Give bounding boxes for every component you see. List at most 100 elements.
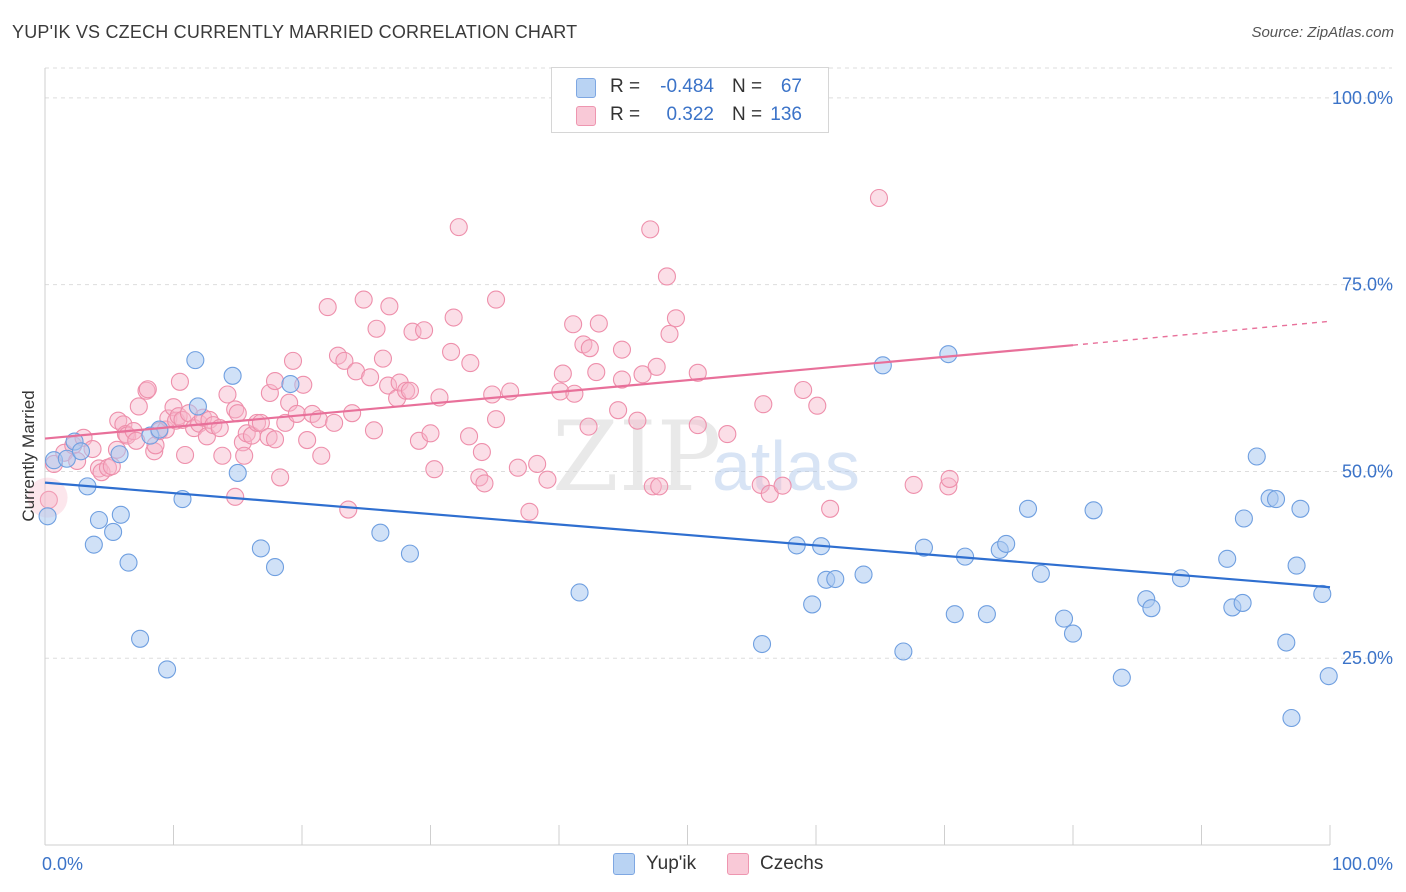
czech-point (754, 395, 773, 414)
czech-point (442, 342, 461, 361)
yupik-point (873, 356, 892, 375)
yupik-point (854, 565, 873, 584)
legend-n-value: 136 (770, 104, 802, 125)
yupik-point (1218, 549, 1237, 568)
yupik-point (1142, 599, 1161, 618)
czech-point (218, 385, 237, 404)
czech-point (486, 290, 506, 309)
czech-point (461, 354, 480, 373)
watermark: ZIP atlas (552, 401, 860, 513)
czech-point (580, 339, 599, 358)
yupik-point (158, 660, 177, 679)
czech-point (312, 446, 331, 465)
yupik-point (1063, 624, 1083, 643)
yupik-point (1084, 501, 1103, 520)
yupik-point (1054, 609, 1074, 628)
trend-lines (44, 320, 1331, 589)
chart-title: YUP'IK VS CZECH CURRENTLY MARRIED CORREL… (12, 22, 578, 42)
yupik-point (71, 442, 91, 461)
y-tick-label: 100.0% (1332, 88, 1393, 108)
czech-point (459, 427, 479, 446)
yupik-point (119, 553, 138, 572)
bottom-legend-label-czechs: Czechs (760, 853, 824, 874)
watermark-atlas: atlas (712, 427, 860, 505)
czech-point (400, 381, 419, 400)
czech-point (553, 364, 572, 383)
legend-r-value: 0.322 (666, 104, 714, 125)
legend-swatch-yupik (576, 78, 596, 98)
yupik-point (1291, 499, 1310, 518)
grid-lines (45, 67, 1392, 659)
czech-point (633, 365, 652, 384)
yupik-trend-line (44, 481, 1331, 589)
czech-point (528, 454, 547, 474)
czech-point (650, 477, 669, 496)
yupik-point (1234, 509, 1253, 528)
yupik-point (57, 449, 76, 468)
yupik-point (1319, 667, 1338, 686)
czech-point (138, 380, 157, 399)
czech-point (260, 383, 279, 403)
yupik-point (111, 505, 130, 524)
czech-point (657, 267, 676, 286)
czech-point (380, 297, 399, 316)
czech-point (760, 484, 779, 503)
watermark-zip: ZIP (552, 401, 721, 513)
yupik-point (1287, 556, 1306, 575)
czech-point (589, 314, 608, 333)
czech-point (472, 442, 491, 462)
y-tick-label: 75.0% (1342, 275, 1393, 295)
chart-source: Source: ZipAtlas.com (1251, 24, 1394, 41)
y-tick-label: 25.0% (1342, 648, 1393, 668)
czech-point (940, 469, 959, 488)
czech-point (564, 315, 583, 334)
czech-point (170, 372, 189, 391)
yupik-point (1112, 668, 1131, 687)
czech-point (373, 349, 393, 368)
czech-point (129, 397, 148, 416)
yupik-point (228, 463, 247, 482)
czech-point (869, 188, 889, 208)
yupik-point (939, 345, 958, 364)
czech-point (403, 322, 422, 341)
czech-point (176, 445, 195, 465)
czech-point (271, 468, 290, 487)
czech-point (415, 321, 434, 340)
czech-point (361, 368, 380, 387)
czech-point (612, 370, 632, 389)
yupik-point (1247, 447, 1266, 466)
yupik-point (894, 642, 913, 661)
yupik-point (1031, 564, 1050, 583)
legend-n-label: N = (732, 104, 763, 125)
czech-point (470, 468, 489, 487)
yupik-point (400, 544, 419, 563)
czech-point (773, 476, 792, 495)
bottom-legend-label-yupik: Yup'ik (646, 853, 697, 874)
czech-point (688, 363, 707, 382)
czech-point (287, 404, 306, 423)
yupik-point (84, 535, 103, 554)
yupik-point (89, 510, 109, 530)
czech-point (565, 384, 584, 403)
czech-point (335, 351, 354, 370)
czech-point (164, 398, 183, 417)
czech-point (364, 421, 384, 440)
czech-trend-line (44, 344, 1074, 440)
czech-point (397, 381, 416, 400)
yupik-point (1171, 569, 1190, 588)
czech-point (449, 218, 468, 237)
czech-point (367, 319, 386, 338)
czech-point (213, 446, 232, 465)
czech-point (660, 324, 679, 344)
czech-point (579, 417, 598, 436)
legend-r-value: -0.484 (660, 76, 714, 97)
legend-row-czechs: R = 0.322 N = 136 (552, 100, 828, 130)
yupik-point (570, 583, 589, 602)
czech-point (520, 502, 539, 521)
tick-labels: 25.0% 50.0% 75.0% 100.0% 0.0% 100.0% (42, 88, 1393, 874)
czech-point (318, 298, 337, 317)
x-tick-label: 0.0% (42, 854, 83, 874)
bottom-legend-swatch-czechs (727, 853, 749, 875)
czech-point (612, 340, 632, 359)
